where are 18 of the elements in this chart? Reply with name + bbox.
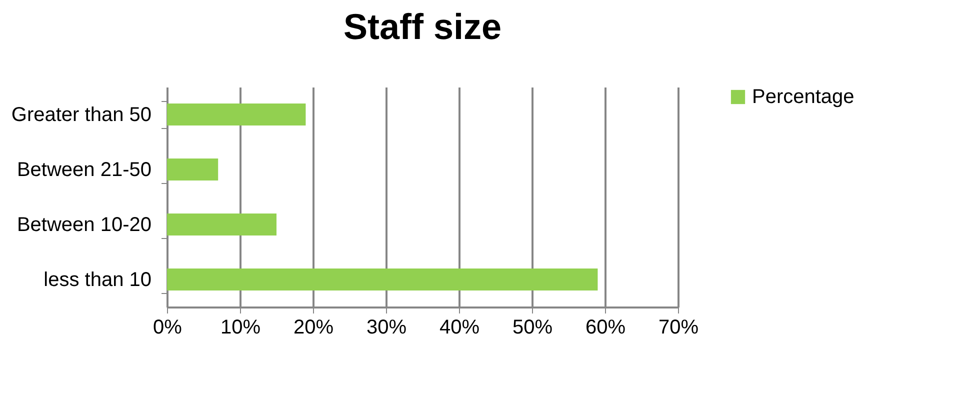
y-tick-label: Between 21-50 (16, 159, 152, 181)
legend-label: Percentage (752, 86, 854, 108)
bar (167, 214, 276, 236)
y-tick-label: Greater than 50 (11, 104, 152, 126)
x-tick-label: 0% (153, 316, 182, 338)
y-tick-label: Between 10-20 (16, 214, 152, 236)
bar (167, 158, 218, 180)
x-tick-label: 20% (293, 316, 334, 338)
y-tick-label: less than 10 (44, 269, 152, 291)
x-tick-label: 40% (439, 316, 480, 338)
bar (167, 104, 306, 126)
x-tick-label: 60% (585, 316, 626, 338)
x-tick-label: 50% (512, 316, 553, 338)
bar (167, 268, 598, 290)
x-tick-label: 30% (366, 316, 407, 338)
x-tick-label: 10% (220, 316, 261, 338)
x-tick-label: 70% (658, 316, 699, 338)
chart-title: Staff size (343, 6, 502, 47)
